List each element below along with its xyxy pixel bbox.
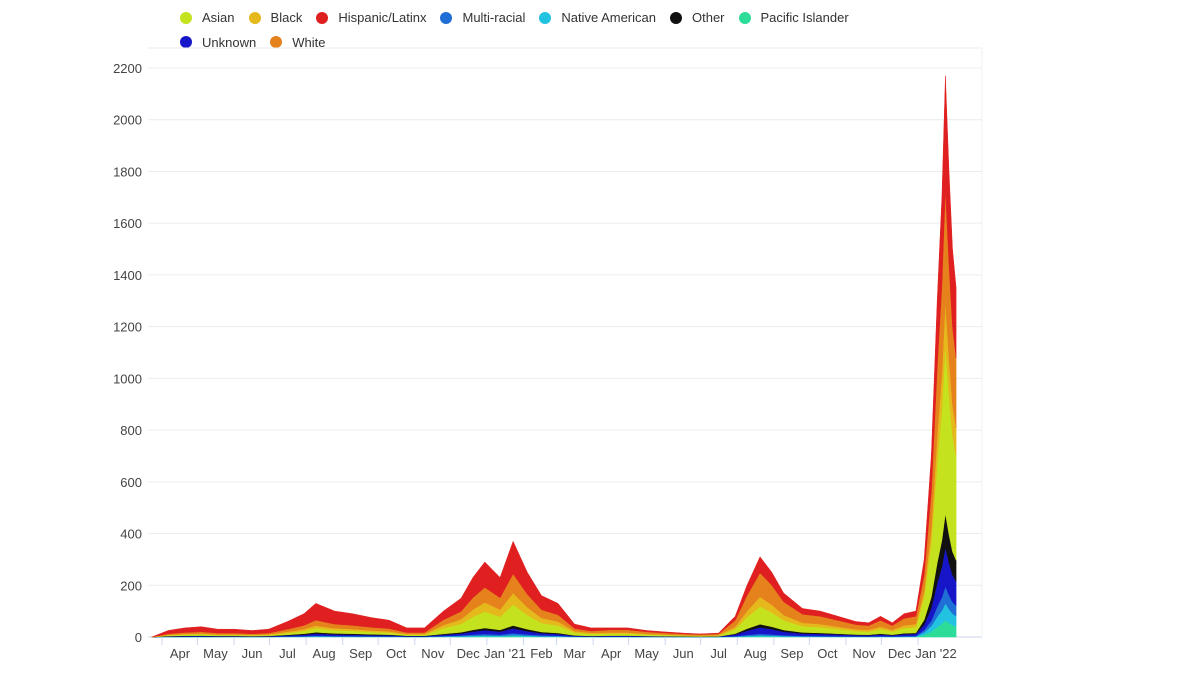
legend-item-pacific-islander[interactable]: Pacific Islander bbox=[738, 6, 849, 29]
x-tick-label: Apr bbox=[601, 646, 622, 661]
y-tick-label: 1000 bbox=[113, 371, 142, 386]
y-tick-label: 2000 bbox=[113, 113, 142, 128]
x-tick-label: Aug bbox=[313, 646, 336, 661]
legend-item-unknown[interactable]: Unknown bbox=[180, 31, 256, 54]
legend-marker bbox=[316, 11, 329, 24]
y-tick-label: 1600 bbox=[113, 216, 142, 231]
y-tick-label: 400 bbox=[120, 527, 142, 542]
y-tick-label: 200 bbox=[120, 578, 142, 593]
legend-label: Asian bbox=[202, 10, 235, 25]
y-tick-label: 2200 bbox=[113, 61, 142, 76]
legend-marker bbox=[738, 11, 751, 24]
y-tick-label: 1200 bbox=[113, 320, 142, 335]
y-tick-label: 1400 bbox=[113, 268, 142, 283]
legend-item-asian[interactable]: Asian bbox=[180, 6, 235, 29]
legend-label: Native American bbox=[561, 10, 656, 25]
legend-marker bbox=[440, 11, 453, 24]
y-tick-label: 1800 bbox=[113, 164, 142, 179]
legend-item-hispanic-latinx[interactable]: Hispanic/Latinx bbox=[316, 6, 426, 29]
x-tick-label: Dec bbox=[457, 646, 481, 661]
legend-label: Multi-racial bbox=[462, 10, 526, 25]
x-tick-label: Nov bbox=[421, 646, 445, 661]
chart-legend: Asian Black Hispanic/Latinx Multi-racial Nat… bbox=[180, 6, 940, 55]
legend-marker bbox=[270, 36, 283, 48]
area-hispanic-latinx bbox=[151, 75, 957, 638]
x-tick-label: Jun bbox=[242, 646, 263, 661]
x-tick-label: Oct bbox=[817, 646, 838, 661]
x-tick-label: Sep bbox=[349, 646, 372, 661]
x-tick-label: Jul bbox=[279, 646, 296, 661]
legend-item-black[interactable]: Black bbox=[248, 6, 303, 29]
x-tick-label: Mar bbox=[563, 646, 586, 661]
legend-label: Pacific Islander bbox=[760, 10, 849, 25]
x-tick-label: Jan '21 bbox=[484, 646, 526, 661]
legend-label: Hispanic/Latinx bbox=[338, 10, 427, 25]
legend-label: Black bbox=[270, 10, 303, 25]
x-tick-label: Jan '22 bbox=[915, 646, 957, 661]
x-tick-label: Sep bbox=[780, 646, 803, 661]
legend-marker bbox=[180, 11, 192, 24]
x-tick-label: Nov bbox=[852, 646, 876, 661]
legend-label: White bbox=[292, 34, 326, 50]
x-tick-label: Jul bbox=[710, 646, 727, 661]
legend-marker bbox=[248, 11, 261, 24]
y-tick-label: 600 bbox=[120, 475, 142, 490]
legend-marker bbox=[539, 11, 552, 24]
legend-label: Unknown bbox=[202, 34, 257, 50]
x-tick-label: Apr bbox=[170, 646, 191, 661]
x-tick-label: May bbox=[634, 646, 659, 661]
legend-item-white[interactable]: White bbox=[270, 31, 325, 54]
y-tick-label: 800 bbox=[120, 423, 142, 438]
x-tick-label: Dec bbox=[888, 646, 912, 661]
x-tick-label: Feb bbox=[530, 646, 552, 661]
x-tick-label: May bbox=[203, 646, 228, 661]
legend-item-other[interactable]: Other bbox=[669, 6, 725, 29]
area-black bbox=[151, 300, 957, 638]
x-tick-label: Jun bbox=[673, 646, 694, 661]
legend-marker bbox=[669, 11, 682, 24]
area-asian bbox=[151, 345, 957, 638]
legend-marker bbox=[180, 36, 192, 48]
legend-item-multi-racial[interactable]: Multi-racial bbox=[440, 6, 525, 29]
y-tick-label: 0 bbox=[135, 630, 142, 645]
x-tick-label: Aug bbox=[744, 646, 767, 661]
legend-label: Other bbox=[691, 10, 725, 25]
legend-item-native-american[interactable]: Native American bbox=[539, 6, 656, 29]
area-white bbox=[151, 187, 957, 638]
x-tick-label: Oct bbox=[386, 646, 407, 661]
